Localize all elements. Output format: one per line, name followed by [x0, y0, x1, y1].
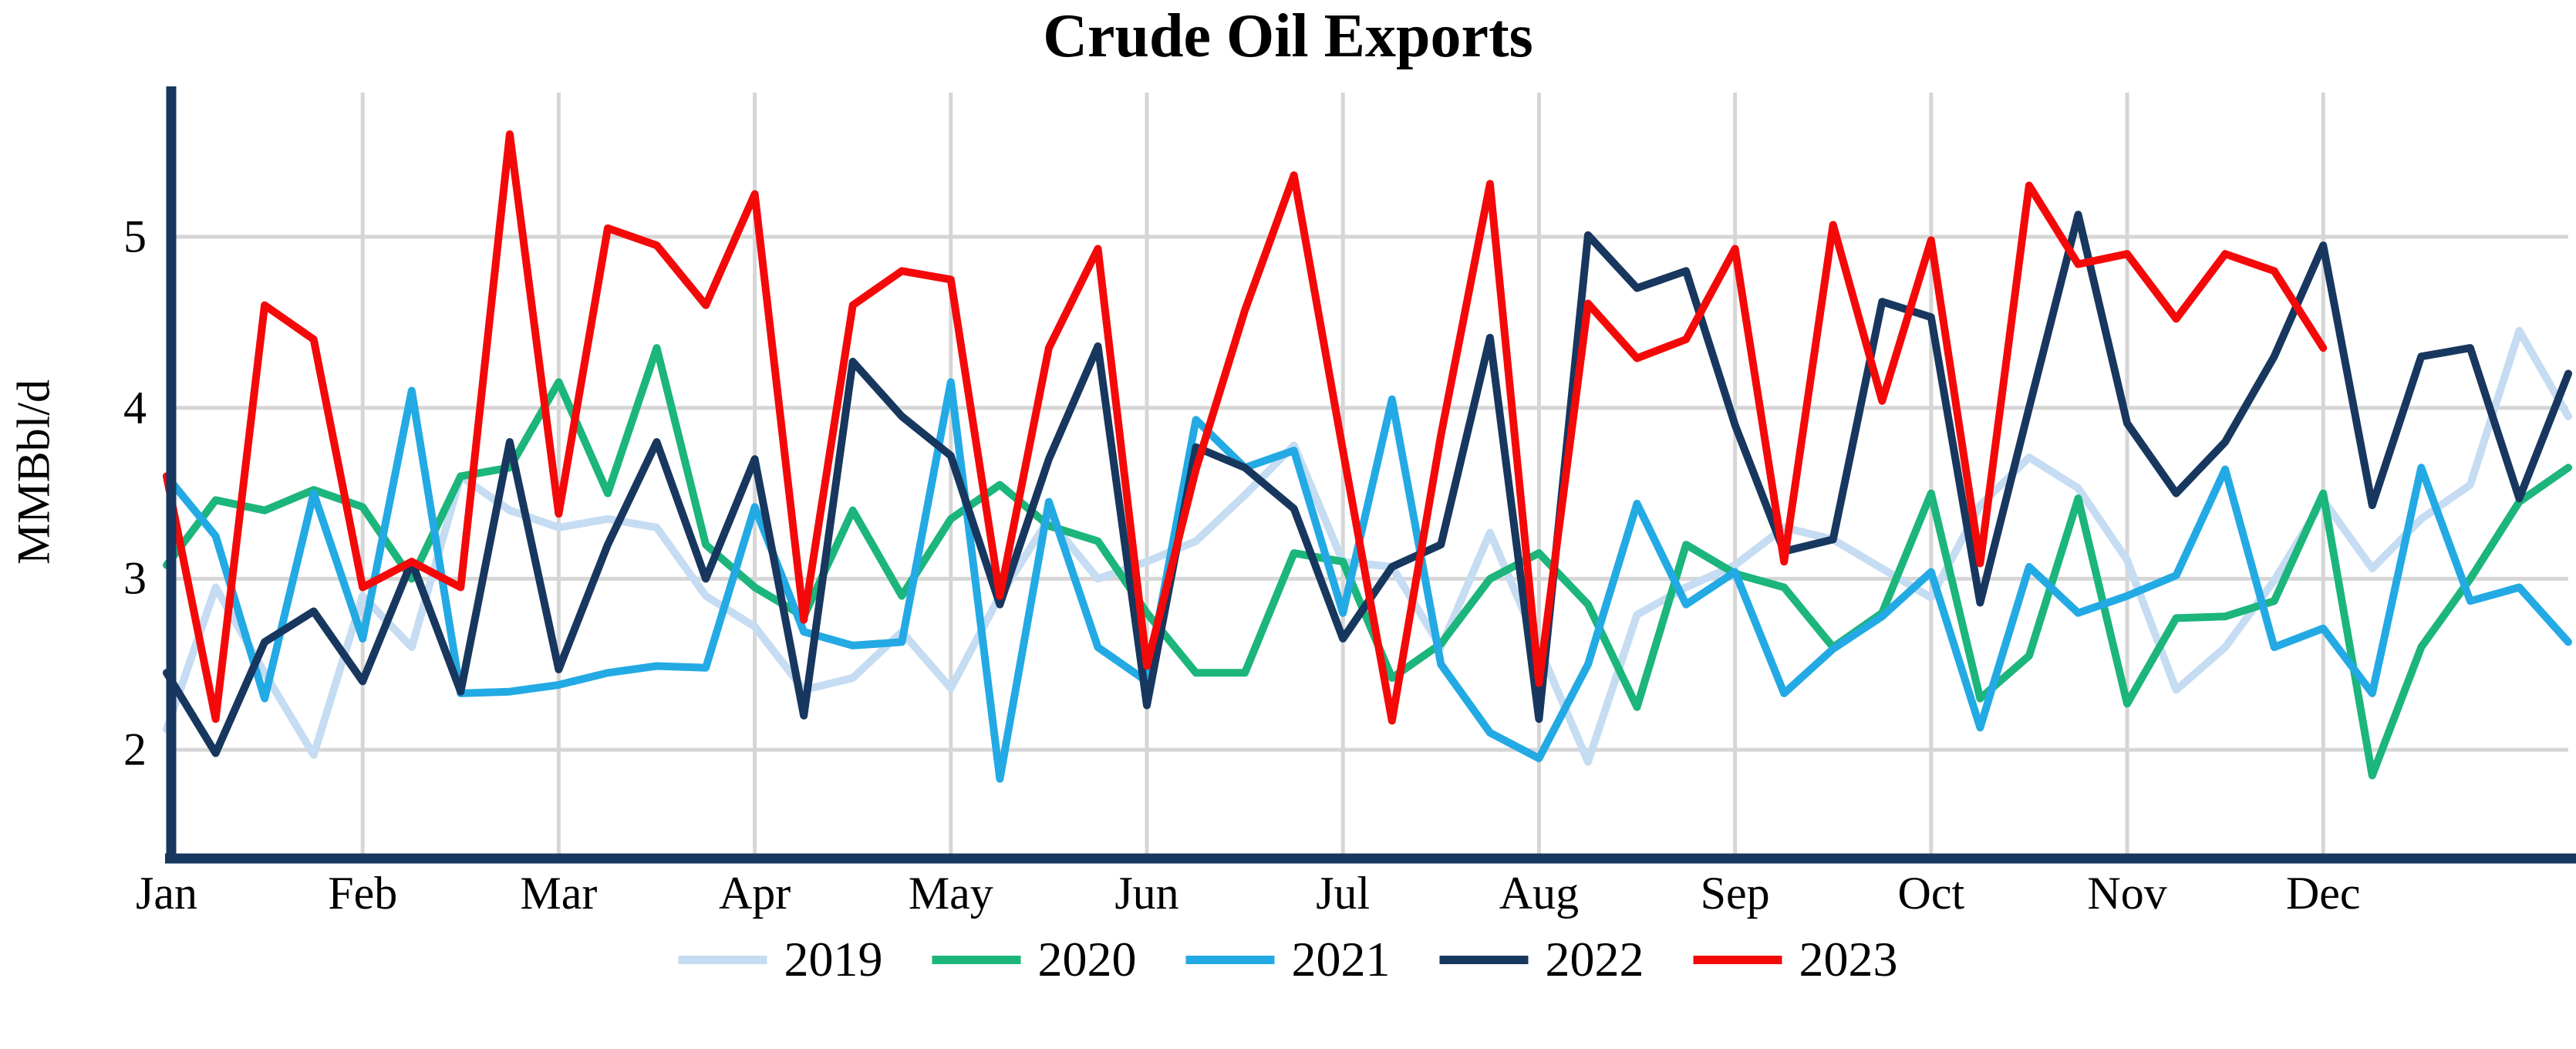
x-tick-label-Nov: Nov — [2087, 868, 2167, 919]
series-line-2019 — [163, 326, 2572, 766]
legend-swatch-2022 — [1439, 955, 1529, 964]
series-line-2021 — [163, 378, 2572, 783]
legend-swatch-2023 — [1693, 955, 1782, 964]
legend-swatch-2019 — [678, 955, 767, 964]
legend-item-2021: 2021 — [1185, 932, 1391, 987]
legend-label-2021: 2021 — [1291, 932, 1391, 987]
legend-label-2020: 2020 — [1037, 932, 1137, 987]
legend-label-2022: 2022 — [1545, 932, 1644, 987]
x-tick-label-Mar: Mar — [520, 868, 598, 919]
x-tick-label-Jan: Jan — [136, 868, 197, 919]
x-tick-label-Sep: Sep — [1700, 868, 1770, 919]
legend-item-2022: 2022 — [1439, 932, 1644, 987]
x-tick-label-Dec: Dec — [2285, 868, 2361, 919]
series-line-2020 — [163, 344, 2572, 780]
chart-title: Crude Oil Exports — [1043, 2, 1533, 70]
x-tick-label-Jun: Jun — [1114, 868, 1179, 919]
legend-item-2019: 2019 — [678, 932, 883, 987]
legend-item-2020: 2020 — [932, 935, 1137, 984]
y-tick-label: 5 — [123, 211, 147, 262]
x-tick-label-Feb: Feb — [328, 868, 398, 919]
legend-item-2023: 2023 — [1693, 932, 1898, 987]
legend-label-2019: 2019 — [784, 932, 883, 987]
series-line-2023 — [163, 130, 2328, 725]
x-tick-label-May: May — [908, 868, 993, 919]
y-tick-label: 4 — [123, 382, 147, 433]
legend-swatch-2020 — [932, 955, 1021, 964]
x-tick-label-Oct: Oct — [1897, 868, 1965, 919]
legend: 2019 2020 2021 2022 2023 — [678, 932, 1898, 987]
x-tick-label-Aug: Aug — [1499, 868, 1580, 919]
legend-swatch-2021 — [1185, 955, 1275, 964]
x-tick-label-Jul: Jul — [1316, 868, 1371, 919]
y-tick-label: 2 — [123, 724, 147, 775]
x-tick-label-Apr: Apr — [718, 868, 791, 919]
legend-label-2023: 2023 — [1799, 932, 1898, 987]
y-tick-label: 3 — [123, 552, 147, 604]
